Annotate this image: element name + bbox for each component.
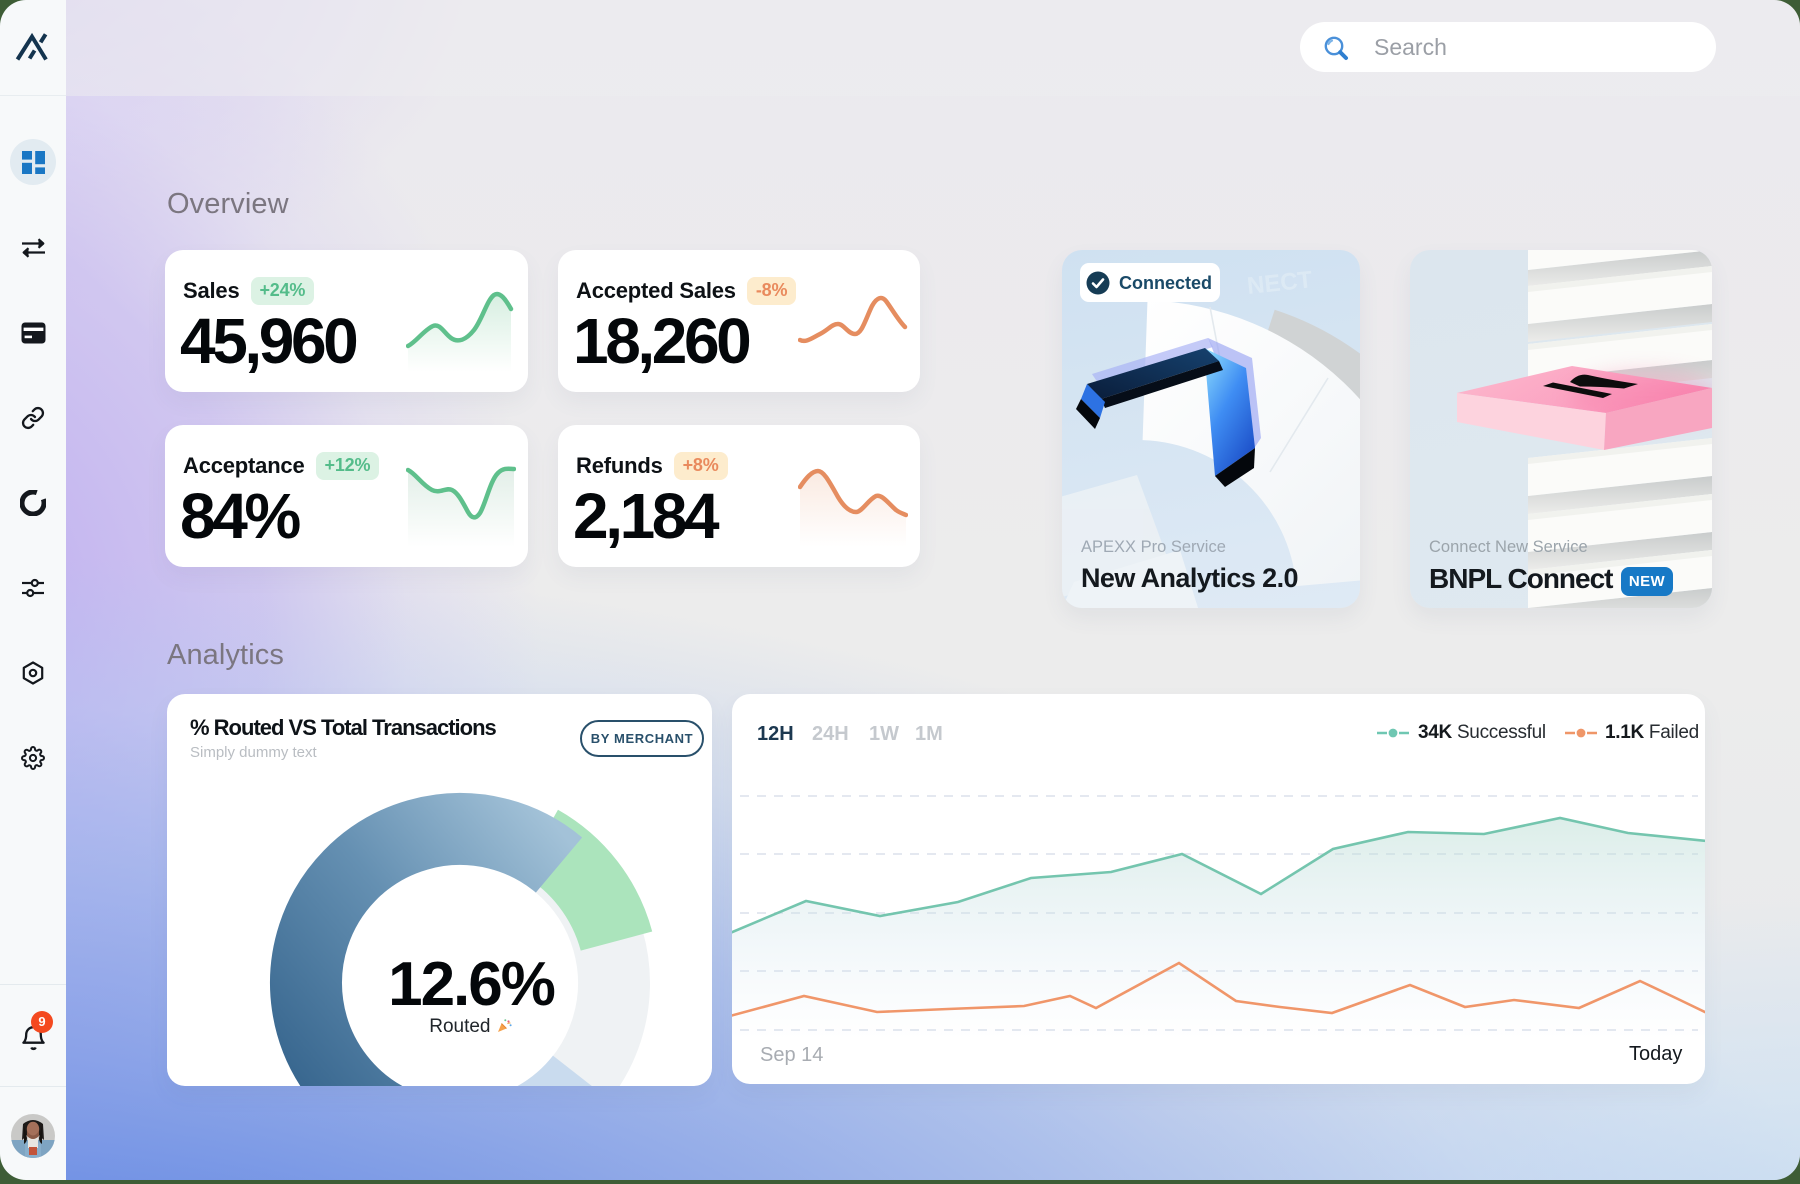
svg-text:NECT: NECT [1246, 266, 1314, 300]
